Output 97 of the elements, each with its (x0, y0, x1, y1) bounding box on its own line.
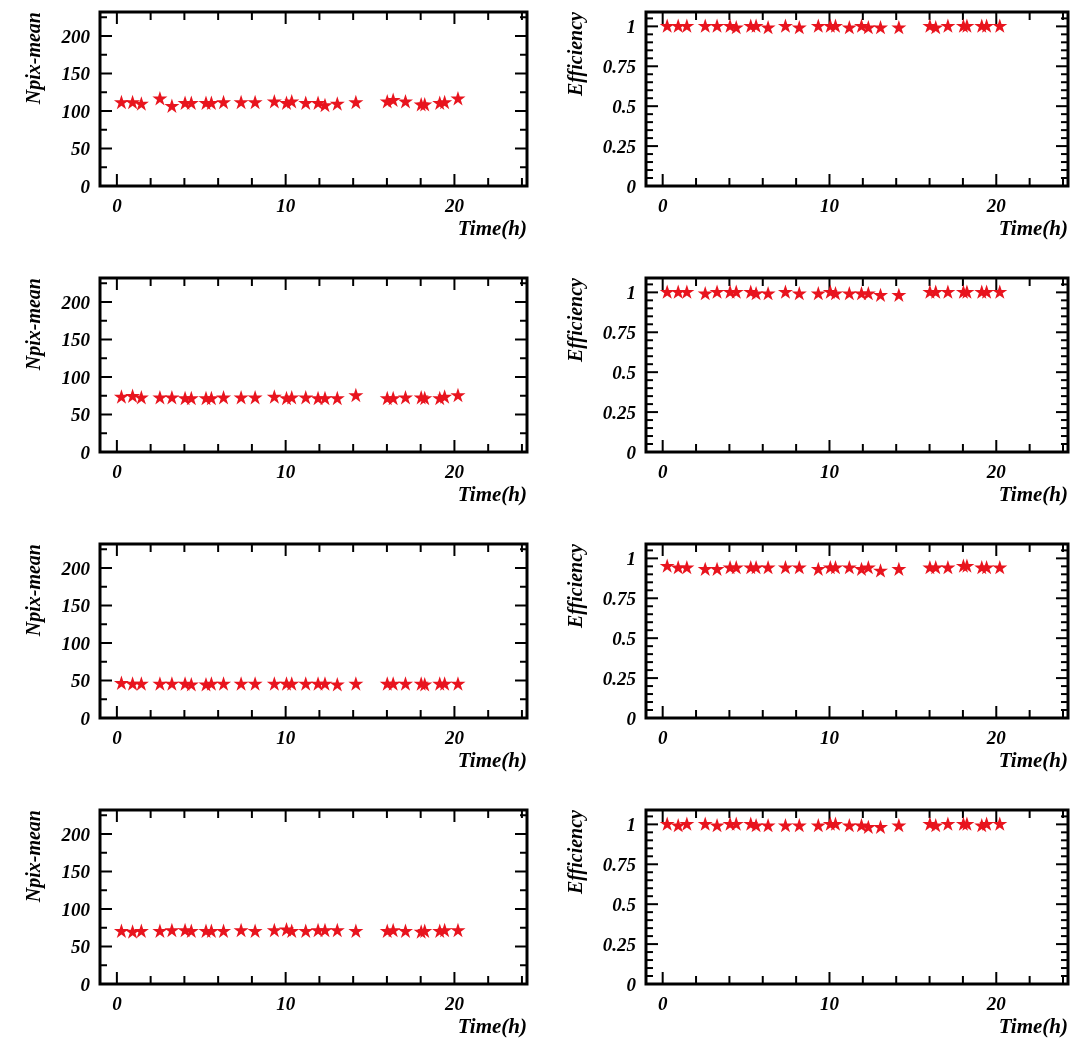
y-tick-label: 50 (71, 138, 91, 160)
y-axis-title: Npix-mean (22, 544, 45, 638)
x-tick-label: 20 (985, 993, 1007, 1014)
x-tick-label: 0 (112, 727, 123, 748)
point (125, 94, 141, 110)
point (233, 94, 249, 110)
point (417, 97, 433, 112)
y-tick-label: 0.75 (602, 321, 637, 343)
x-tick-label: 0 (657, 195, 668, 216)
x-tick-label: 20 (443, 461, 465, 482)
x-tick-label: 20 (985, 727, 1007, 748)
x-tick-label: 20 (443, 195, 465, 216)
point (385, 92, 401, 107)
point (329, 96, 345, 111)
x-tick-label: 20 (443, 727, 465, 748)
x-tick-label: 10 (819, 993, 840, 1014)
x-tick-label: 0 (112, 461, 123, 482)
x-tick-label: 10 (276, 993, 296, 1014)
point (247, 94, 263, 110)
y-tick-label: 0.75 (602, 853, 637, 875)
x-tick-label: 0 (112, 195, 123, 216)
y-tick-label: 0 (626, 973, 637, 995)
x-tick-label: 10 (276, 727, 296, 748)
y-axis-title: Efficiency (564, 809, 587, 896)
point (284, 94, 300, 109)
x-axis-title: Time(h) (998, 748, 1068, 772)
y-tick-label: 50 (71, 404, 91, 426)
y-tick-label: 0 (626, 175, 637, 197)
x-tick-label: 20 (443, 993, 465, 1014)
y-tick-label: 50 (71, 670, 91, 692)
y-tick-label: 1 (626, 282, 636, 304)
y-tick-label: 0.25 (602, 667, 637, 689)
y-tick-label: 0.75 (602, 55, 637, 77)
x-tick-label: 0 (657, 461, 668, 482)
x-axis-title: Time(h) (457, 748, 527, 772)
y-tick-label: 150 (61, 595, 91, 617)
point (133, 96, 149, 111)
x-tick-label: 10 (819, 195, 840, 216)
y-tick-label: 200 (60, 823, 91, 845)
y-axis-title: Npix-mean (22, 12, 45, 106)
y-tick-label: 100 (61, 898, 91, 920)
y-tick-label: 200 (60, 557, 91, 579)
point (437, 94, 453, 110)
x-tick-label: 10 (276, 195, 296, 216)
y-tick-label: 200 (60, 25, 91, 47)
y-tick-label: 0 (80, 441, 91, 463)
x-tick-label: 10 (819, 461, 840, 482)
x-axis-title: Time(h) (457, 482, 527, 506)
y-tick-label: 0.5 (612, 361, 637, 383)
y-tick-label: 1 (626, 16, 636, 38)
y-tick-label: 0.25 (602, 401, 637, 423)
x-tick-label: 20 (985, 461, 1007, 482)
y-tick-label: 150 (61, 329, 91, 351)
y-tick-label: 0 (626, 441, 637, 463)
y-tick-label: 1 (626, 548, 636, 570)
x-axis-title: Time(h) (457, 216, 527, 240)
y-tick-label: 0.25 (602, 933, 637, 955)
y-tick-label: 0 (80, 175, 91, 197)
point (266, 94, 282, 109)
y-tick-label: 50 (71, 936, 91, 958)
x-axis-title: Time(h) (457, 1014, 527, 1038)
x-tick-label: 0 (657, 993, 668, 1014)
y-tick-label: 100 (61, 632, 91, 654)
x-tick-label: 0 (112, 993, 123, 1014)
x-axis-title: Time(h) (998, 216, 1068, 240)
point (164, 98, 180, 113)
x-tick-label: 20 (985, 195, 1007, 216)
y-axis-title: Npix-mean (22, 278, 45, 372)
point (397, 94, 413, 109)
y-axis-title: Efficiency (564, 277, 587, 364)
x-tick-label: 10 (276, 461, 296, 482)
x-axis-title: Time(h) (998, 1014, 1068, 1038)
y-axis-title: Npix-mean (22, 810, 45, 904)
y-axis-title: Efficiency (564, 543, 587, 630)
point (298, 95, 314, 110)
y-tick-label: 0.5 (612, 95, 637, 117)
y-tick-label: 0 (626, 707, 637, 729)
y-tick-label: 0.5 (612, 893, 637, 915)
y-tick-label: 100 (61, 100, 91, 122)
y-tick-label: 1 (626, 814, 636, 836)
y-tick-label: 100 (61, 366, 91, 388)
y-tick-label: 0.75 (602, 587, 637, 609)
y-tick-label: 0.25 (602, 135, 637, 157)
y-tick-label: 150 (61, 63, 91, 85)
x-tick-label: 10 (819, 727, 840, 748)
y-tick-label: 150 (61, 861, 91, 883)
y-tick-label: 0.5 (612, 627, 637, 649)
x-axis-title: Time(h) (998, 482, 1068, 506)
y-tick-label: 200 (60, 291, 91, 313)
point (348, 94, 364, 110)
point (216, 94, 232, 110)
point (113, 94, 129, 110)
point (152, 91, 168, 106)
y-tick-label: 0 (80, 973, 91, 995)
x-tick-label: 0 (657, 727, 668, 748)
y-axis-title: Efficiency (564, 11, 587, 98)
y-tick-label: 0 (80, 707, 91, 729)
